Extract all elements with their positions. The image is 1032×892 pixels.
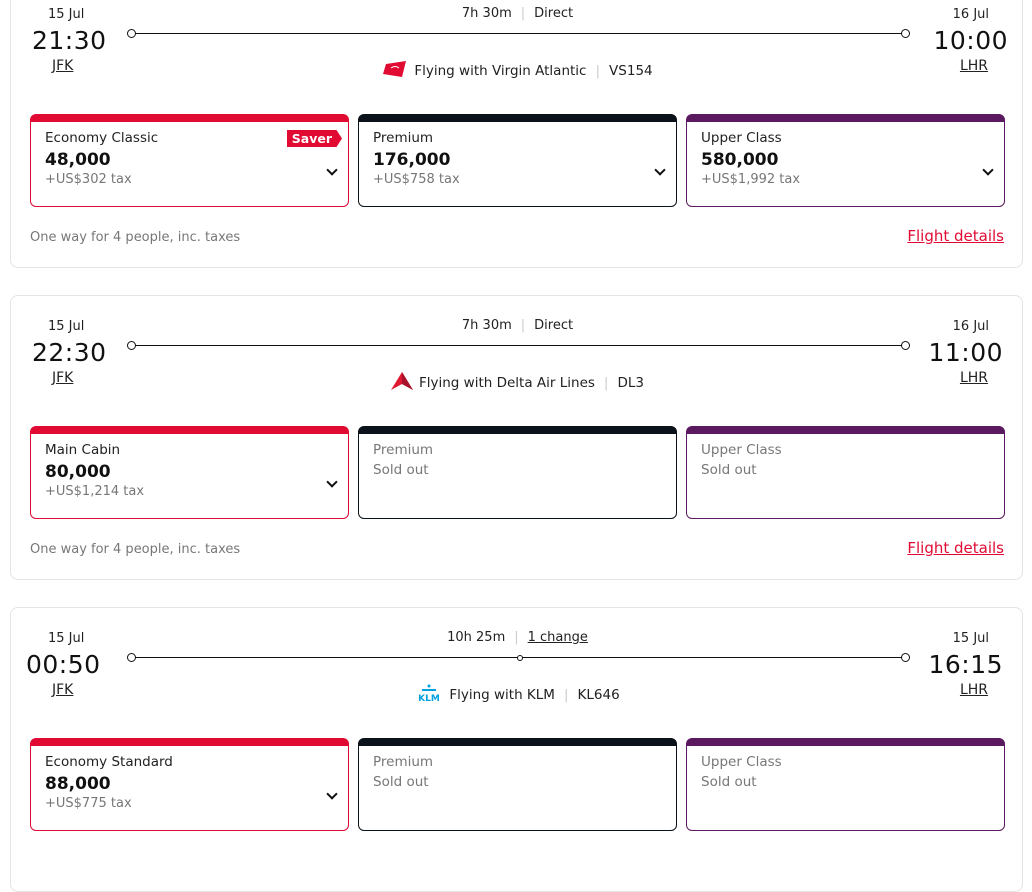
price-note: One way for 4 people, inc. taxes (30, 230, 241, 245)
changes-link[interactable]: 1 change (527, 630, 588, 645)
journey-summary: 10h 25m | 1 change (447, 630, 588, 645)
carrier-name: Flying with KLM (449, 687, 555, 703)
arrival-date: 16 Jul (952, 319, 989, 334)
sold-out-label: Sold out (373, 462, 429, 478)
arrival-airport-link[interactable]: LHR (959, 682, 988, 698)
flight-number: VS154 (609, 63, 653, 79)
fare-option[interactable]: Premium 176,000 +US$758 tax (358, 114, 677, 207)
arrival-airport-link[interactable]: LHR (959, 370, 988, 386)
flight-details-link[interactable]: Flight details (907, 227, 1004, 245)
tax-amount: +US$1,992 tax (701, 172, 801, 187)
cabin-name: Premium (373, 130, 434, 146)
carrier-info: Flying with Delta Air Lines | DL3 (11, 372, 1024, 394)
destination-dot (901, 29, 910, 38)
cabin-name: Economy Classic (45, 130, 159, 146)
origin-dot (127, 653, 136, 662)
journey-summary: 7h 30m | Direct (461, 318, 574, 333)
departure-time: 21:30 (32, 26, 107, 55)
stopover-dot (517, 655, 523, 661)
cabin-name: Upper Class (701, 130, 782, 146)
points-price: 580,000 (701, 150, 779, 170)
stops-label: Direct (534, 6, 574, 21)
price-note: One way for 4 people, inc. taxes (30, 542, 241, 557)
points-price: 80,000 (45, 462, 111, 482)
flight-number: KL646 (577, 687, 620, 703)
arrival-date: 16 Jul (952, 7, 989, 22)
points-price: 88,000 (45, 774, 111, 794)
arrival-time: 16:15 (928, 650, 1003, 679)
tax-amount: +US$775 tax (45, 796, 132, 811)
fare-option: Upper Class Sold out (686, 426, 1005, 519)
carrier-info: KLM Flying with KLM | KL646 (11, 684, 1024, 706)
sold-out-label: Sold out (373, 774, 429, 790)
svg-text:KLM: KLM (418, 694, 440, 702)
fare-option[interactable]: Upper Class 580,000 +US$1,992 tax (686, 114, 1005, 207)
route-line (132, 33, 907, 34)
flight-number: DL3 (617, 375, 644, 391)
arrival-date: 15 Jul (952, 631, 989, 646)
route-line (132, 345, 907, 346)
origin-dot (127, 341, 136, 350)
delta-logo-icon (391, 372, 413, 394)
duration: 7h 30m (461, 318, 512, 333)
departure-airport-link[interactable]: JFK (52, 370, 74, 386)
points-price: 176,000 (373, 150, 451, 170)
sold-out-label: Sold out (701, 462, 757, 478)
destination-dot (901, 653, 910, 662)
departure-airport-link[interactable]: JFK (52, 58, 74, 74)
destination-dot (901, 341, 910, 350)
cabin-name: Premium (373, 442, 434, 458)
klm-logo-icon: KLM (415, 684, 443, 706)
tax-amount: +US$758 tax (373, 172, 460, 187)
fare-option: Premium Sold out (358, 738, 677, 831)
flight-card: 15 Jul 16 Jul 21:30 10:00 JFK LHR 7h 30m… (10, 0, 1023, 268)
flight-card: 15 Jul 15 Jul 00:50 16:15 JFK LHR 10h 25… (10, 607, 1023, 892)
carrier-name: Flying with Virgin Atlantic (414, 63, 587, 79)
fare-option[interactable]: Economy Standard 88,000 +US$775 tax (30, 738, 349, 831)
cabin-name: Premium (373, 754, 434, 770)
tax-amount: +US$302 tax (45, 172, 132, 187)
flight-details-link[interactable]: Flight details (907, 539, 1004, 557)
duration: 7h 30m (461, 6, 512, 21)
origin-dot (127, 29, 136, 38)
fare-option: Premium Sold out (358, 426, 677, 519)
journey-summary: 7h 30m | Direct (461, 6, 574, 21)
departure-date: 15 Jul (48, 319, 85, 334)
departure-date: 15 Jul (48, 631, 85, 646)
sold-out-label: Sold out (701, 774, 757, 790)
saver-badge: Saver (286, 130, 342, 147)
fare-option[interactable]: Economy Classic 48,000 +US$302 tax Saver (30, 114, 349, 207)
cabin-name: Upper Class (701, 754, 782, 770)
arrival-time: 10:00 (933, 26, 1008, 55)
cabin-name: Main Cabin (45, 442, 121, 458)
points-price: 48,000 (45, 150, 111, 170)
carrier-info: Flying with Virgin Atlantic | VS154 (11, 60, 1024, 82)
arrival-time: 11:00 (928, 338, 1003, 367)
fare-option[interactable]: Main Cabin 80,000 +US$1,214 tax (30, 426, 349, 519)
departure-time: 00:50 (26, 650, 101, 679)
departure-date: 15 Jul (48, 7, 85, 22)
departure-time: 22:30 (32, 338, 107, 367)
stops-label: Direct (534, 318, 574, 333)
arrival-airport-link[interactable]: LHR (959, 58, 988, 74)
duration: 10h 25m (447, 630, 506, 645)
cabin-name: Economy Standard (45, 754, 173, 770)
fare-option: Upper Class Sold out (686, 738, 1005, 831)
virgin-atlantic-logo-icon (382, 60, 408, 82)
departure-airport-link[interactable]: JFK (52, 682, 74, 698)
tax-amount: +US$1,214 tax (45, 484, 145, 499)
carrier-name: Flying with Delta Air Lines (419, 375, 595, 391)
cabin-name: Upper Class (701, 442, 782, 458)
flight-card: 15 Jul 16 Jul 22:30 11:00 JFK LHR 7h 30m… (10, 295, 1023, 580)
